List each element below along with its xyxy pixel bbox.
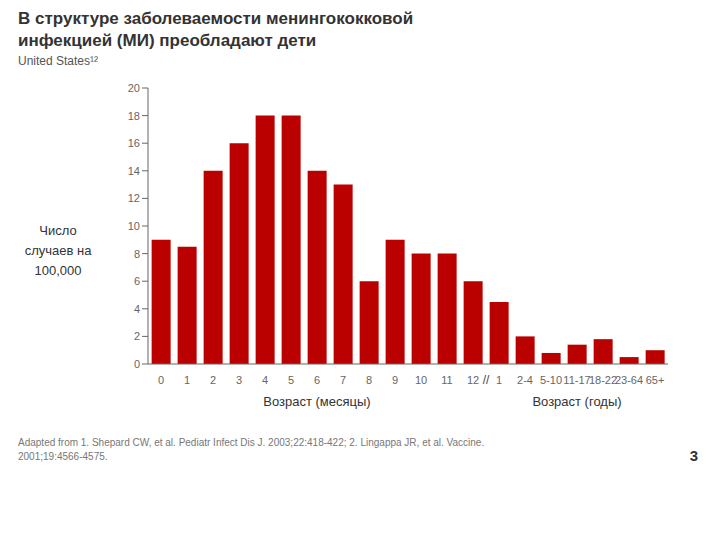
svg-text:Возраст (месяцы): Возраст (месяцы) xyxy=(263,394,370,409)
svg-text:7: 7 xyxy=(340,374,346,386)
svg-text:16: 16 xyxy=(128,137,140,149)
svg-text:65+: 65+ xyxy=(646,374,665,386)
svg-text:0: 0 xyxy=(158,374,164,386)
svg-text:4: 4 xyxy=(262,374,268,386)
svg-text:23-64: 23-64 xyxy=(615,374,643,386)
html-text:United States¹²: United States¹² xyxy=(18,54,98,68)
svg-text:6: 6 xyxy=(134,275,140,287)
svg-text:6: 6 xyxy=(314,374,320,386)
svg-text:9: 9 xyxy=(392,374,398,386)
svg-text:2: 2 xyxy=(134,330,140,342)
html-text:Adapted from 1. Shepard CW, et: Adapted from 1. Shepard CW, et al. Pedia… xyxy=(18,437,485,462)
html-text:3: 3 xyxy=(689,447,698,464)
svg-text:11-17: 11-17 xyxy=(563,374,590,386)
svg-text:10: 10 xyxy=(415,374,427,386)
svg-text:0: 0 xyxy=(134,358,140,370)
svg-text:5: 5 xyxy=(288,374,294,386)
svg-text:8: 8 xyxy=(134,248,140,260)
svg-text:11: 11 xyxy=(441,374,452,386)
svg-text:2-4: 2-4 xyxy=(517,374,533,386)
svg-text:5-10: 5-10 xyxy=(540,374,562,386)
svg-text:1: 1 xyxy=(184,374,190,386)
svg-text:10: 10 xyxy=(128,220,140,232)
svg-text:Возраст (годы): Возраст (годы) xyxy=(532,394,621,409)
html-text:Число случаев на 100,000: Число случаев на 100,000 xyxy=(24,223,92,278)
svg-text:20: 20 xyxy=(128,82,140,94)
svg-text:12: 12 xyxy=(467,374,479,386)
svg-text:4: 4 xyxy=(134,303,140,315)
svg-text:2: 2 xyxy=(210,374,216,386)
svg-text:1: 1 xyxy=(496,374,502,386)
html-text:В структуре заболеваемости мен: В структуре заболеваемости менингококков… xyxy=(18,9,414,50)
svg-text:14: 14 xyxy=(128,165,140,177)
svg-text:12: 12 xyxy=(128,192,140,204)
svg-text:18: 18 xyxy=(128,110,140,122)
svg-text:18-22: 18-22 xyxy=(589,374,617,386)
svg-text://: // xyxy=(483,373,490,387)
svg-text:8: 8 xyxy=(366,374,372,386)
svg-text:3: 3 xyxy=(236,374,242,386)
